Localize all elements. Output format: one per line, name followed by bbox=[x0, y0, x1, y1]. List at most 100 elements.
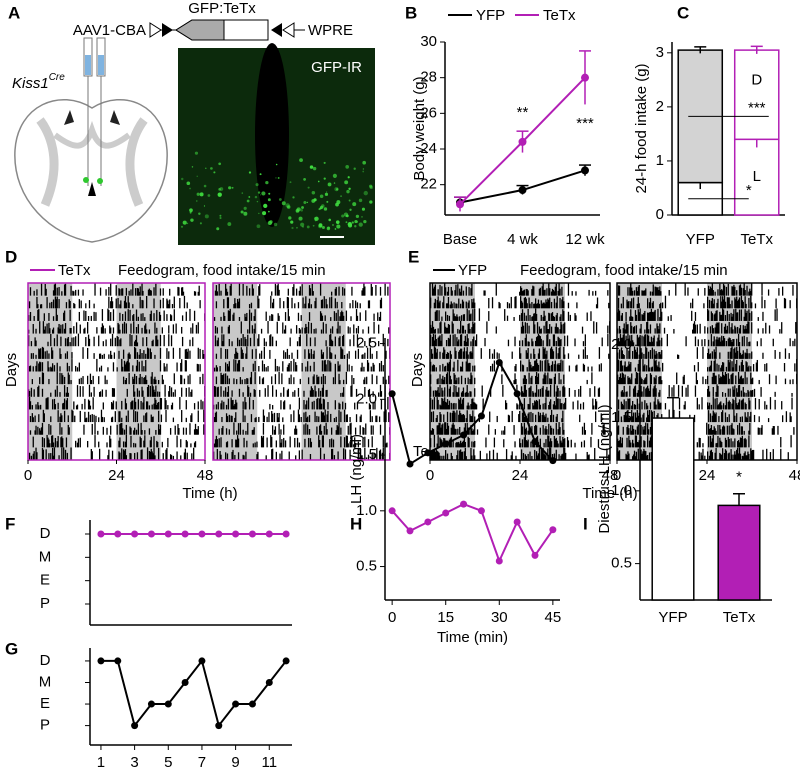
feeding-tick bbox=[758, 427, 760, 435]
feeding-tick bbox=[228, 325, 230, 334]
feeding-tick bbox=[737, 300, 739, 309]
feeding-tick bbox=[245, 339, 247, 347]
feeding-tick bbox=[76, 442, 79, 448]
feeding-tick bbox=[32, 417, 34, 423]
feeding-tick bbox=[88, 338, 91, 347]
feeding-tick bbox=[721, 365, 723, 372]
feeding-tick bbox=[112, 400, 115, 410]
feeding-tick bbox=[249, 337, 252, 347]
feeding-tick bbox=[349, 423, 351, 435]
feeding-tick bbox=[789, 412, 791, 423]
feeding-tick bbox=[152, 339, 154, 347]
feeding-tick bbox=[720, 296, 722, 309]
feeding-tick bbox=[707, 410, 710, 423]
feeding-tick bbox=[460, 392, 463, 397]
feeding-tick bbox=[339, 364, 341, 372]
feeding-tick bbox=[359, 450, 361, 460]
feeding-tick bbox=[644, 334, 646, 347]
feeding-tick bbox=[228, 429, 230, 435]
feeding-tick bbox=[445, 340, 448, 347]
feeding-tick bbox=[723, 426, 726, 435]
feeding-tick bbox=[262, 435, 265, 448]
feeding-tick bbox=[136, 342, 139, 347]
feeding-tick bbox=[714, 291, 716, 296]
feeding-tick bbox=[460, 449, 462, 460]
feeding-tick bbox=[251, 349, 254, 359]
feeding-tick bbox=[432, 326, 435, 334]
feeding-tick bbox=[190, 415, 192, 423]
feeding-tick bbox=[342, 387, 345, 397]
feeding-tick bbox=[725, 450, 728, 460]
feeding-tick bbox=[197, 347, 199, 359]
feeding-tick bbox=[379, 384, 382, 397]
feeding-tick bbox=[234, 417, 236, 423]
feeding-tick bbox=[51, 399, 54, 410]
feeding-tick bbox=[307, 349, 310, 359]
feeding-tick bbox=[464, 392, 466, 397]
feeding-tick bbox=[771, 428, 773, 435]
feeding-tick bbox=[563, 346, 565, 359]
feeding-tick bbox=[199, 364, 201, 372]
feeding-tick bbox=[193, 403, 196, 410]
feeding-tick bbox=[747, 367, 749, 372]
feeding-tick bbox=[730, 327, 732, 334]
feeding-tick bbox=[651, 341, 653, 347]
feeding-tick bbox=[550, 425, 552, 435]
feeding-tick bbox=[731, 286, 733, 296]
feeding-tick bbox=[102, 426, 104, 435]
feeding-tick bbox=[643, 440, 645, 448]
feeding-tick bbox=[235, 399, 237, 410]
feeding-tick bbox=[488, 311, 490, 321]
feeding-tick bbox=[514, 373, 516, 385]
feeding-tick bbox=[597, 388, 600, 397]
feeding-tick bbox=[704, 287, 706, 296]
gfp-cell bbox=[361, 216, 363, 218]
construct-diagram bbox=[149, 19, 305, 41]
feeding-tick bbox=[461, 391, 464, 397]
feeding-tick bbox=[707, 339, 710, 347]
feeding-tick bbox=[731, 423, 733, 435]
feeding-tick bbox=[707, 436, 710, 448]
feeding-tick bbox=[93, 386, 95, 397]
feeding-tick bbox=[742, 398, 744, 410]
feeding-tick bbox=[462, 397, 465, 410]
feeding-tick bbox=[236, 351, 238, 359]
feeding-tick bbox=[474, 308, 476, 321]
feeding-tick bbox=[261, 437, 264, 448]
feeding-tick bbox=[560, 440, 562, 448]
feeding-tick bbox=[647, 329, 650, 334]
feeding-tick bbox=[270, 435, 272, 448]
feeding-tick bbox=[234, 353, 236, 359]
feeding-tick bbox=[608, 353, 610, 359]
feeding-tick bbox=[53, 338, 56, 347]
feeding-tick bbox=[638, 403, 640, 410]
gfp-cell bbox=[327, 182, 332, 187]
feeding-tick bbox=[488, 298, 490, 309]
feeding-tick bbox=[743, 453, 745, 460]
feeding-tick bbox=[253, 328, 255, 334]
feeding-tick bbox=[588, 289, 590, 296]
feeding-tick bbox=[338, 365, 340, 372]
series-line bbox=[391, 503, 554, 564]
feeding-tick bbox=[236, 352, 239, 359]
feeding-tick bbox=[84, 327, 86, 334]
feeding-tick bbox=[583, 440, 586, 448]
y-tick-label: P bbox=[40, 717, 50, 734]
feeding-tick bbox=[432, 429, 435, 435]
feeding-tick bbox=[330, 362, 332, 372]
feeding-tick bbox=[742, 386, 744, 397]
feeding-tick bbox=[460, 320, 462, 334]
annotation: ** bbox=[517, 104, 529, 121]
feeding-tick bbox=[544, 372, 546, 385]
feeding-tick bbox=[435, 367, 437, 372]
feeding-tick bbox=[646, 455, 648, 460]
feeding-tick bbox=[647, 359, 650, 372]
feeding-tick bbox=[288, 451, 290, 460]
feeding-tick bbox=[566, 335, 569, 347]
feeding-tick bbox=[320, 329, 323, 334]
feeding-tick bbox=[733, 429, 735, 435]
feeding-tick bbox=[630, 379, 632, 385]
panel-label: C bbox=[677, 3, 689, 22]
feeding-tick bbox=[87, 322, 89, 334]
feeding-tick bbox=[323, 453, 325, 460]
